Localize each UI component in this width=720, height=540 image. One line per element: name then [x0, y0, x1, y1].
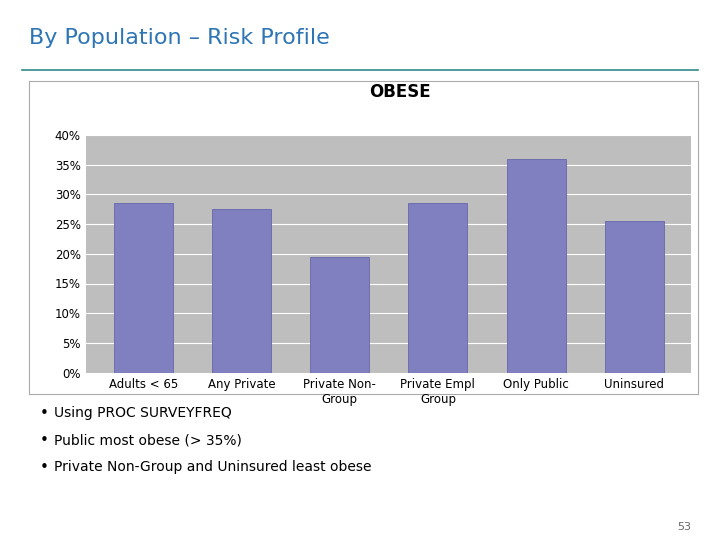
Text: 53: 53 [678, 522, 691, 532]
Bar [212, 209, 271, 373]
Bar [114, 203, 173, 373]
Bar [310, 256, 369, 373]
Text: •: • [40, 460, 48, 475]
Text: By Population – Risk Profile: By Population – Risk Profile [29, 28, 330, 48]
Text: Private Non-Group and Uninsured least obese: Private Non-Group and Uninsured least ob… [54, 460, 372, 474]
Text: •: • [40, 433, 48, 448]
Text: •: • [40, 406, 48, 421]
Text: OBESE: OBESE [369, 83, 431, 101]
Text: Public most obese (> 35%): Public most obese (> 35%) [54, 433, 242, 447]
Bar [408, 203, 467, 373]
Bar [507, 159, 565, 373]
Bar [605, 221, 664, 373]
Text: Using PROC SURVEYFREQ: Using PROC SURVEYFREQ [54, 406, 232, 420]
